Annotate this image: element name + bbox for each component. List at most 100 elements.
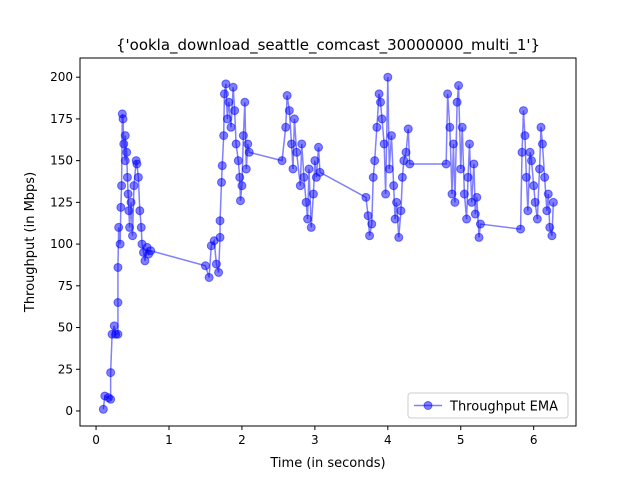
data-point (146, 246, 156, 256)
data-point (117, 181, 127, 191)
y-tick-label: 25 (58, 362, 73, 376)
data-point (540, 172, 550, 182)
data-point (521, 172, 531, 182)
data-point (472, 192, 482, 202)
data-point (548, 197, 558, 207)
data-point (113, 262, 123, 272)
data-point (462, 214, 472, 224)
data-point (140, 256, 150, 266)
data-point (384, 164, 394, 174)
data-point (394, 232, 404, 242)
data-point (98, 404, 108, 414)
data-point (215, 216, 225, 226)
data-point (306, 222, 316, 232)
x-tick-label: 1 (165, 433, 173, 447)
data-point (310, 156, 320, 166)
data-point (525, 147, 535, 157)
data-point (517, 147, 527, 157)
data-point (454, 81, 464, 91)
data-point (221, 79, 231, 89)
data-point (219, 131, 229, 141)
data-point (120, 131, 130, 141)
data-point (295, 181, 305, 191)
data-point (287, 139, 297, 149)
data-point (297, 139, 307, 149)
data-point (113, 329, 123, 339)
data-point (370, 156, 380, 166)
y-tick-label: 150 (50, 154, 73, 168)
data-point (301, 197, 311, 207)
data-point (235, 196, 245, 206)
data-point (543, 189, 553, 199)
data-point (214, 267, 224, 277)
data-point (114, 222, 124, 232)
data-point (390, 214, 400, 224)
data-point (281, 122, 291, 132)
data-point (237, 181, 247, 191)
data-point (376, 97, 386, 107)
data-point (459, 189, 469, 199)
data-point (238, 131, 248, 141)
data-point (405, 159, 415, 169)
data-point (365, 231, 375, 241)
data-point (527, 156, 537, 166)
data-point (228, 82, 238, 92)
data-point (136, 222, 146, 232)
data-point (123, 189, 133, 199)
data-point (518, 106, 528, 116)
x-tick-label: 5 (457, 433, 465, 447)
data-point (219, 89, 229, 99)
data-point (230, 106, 240, 116)
data-point (448, 139, 458, 149)
data-point (377, 114, 387, 124)
data-point (125, 222, 135, 232)
data-point (403, 124, 413, 134)
data-point (113, 297, 123, 307)
data-point (122, 147, 132, 157)
data-point (361, 192, 371, 202)
data-point (537, 139, 547, 149)
data-point (379, 139, 389, 149)
data-point (243, 139, 253, 149)
data-point (217, 161, 227, 171)
data-point (277, 156, 287, 166)
x-tick-label: 2 (238, 433, 246, 447)
data-point (535, 164, 545, 174)
x-tick-label: 6 (530, 433, 538, 447)
data-point (244, 147, 254, 157)
y-tick-label: 200 (50, 70, 73, 84)
data-point (463, 172, 473, 182)
data-point (303, 214, 313, 224)
data-point (450, 197, 460, 207)
y-tick-label: 175 (50, 112, 73, 126)
data-point (118, 114, 128, 124)
data-point (532, 214, 542, 224)
data-point (314, 142, 324, 152)
data-point (443, 89, 453, 99)
data-point (545, 222, 555, 232)
data-point (523, 206, 533, 216)
data-point (124, 206, 134, 216)
data-point (231, 139, 241, 149)
data-point (547, 231, 557, 241)
data-point (386, 131, 396, 141)
data-point (304, 164, 314, 174)
data-point (530, 197, 540, 207)
data-point (106, 368, 116, 378)
data-point (470, 209, 480, 219)
data-point (115, 239, 125, 249)
data-point (299, 172, 309, 182)
data-point (116, 202, 126, 212)
data-point (475, 219, 485, 229)
data-point (447, 189, 457, 199)
y-tick-label: 50 (58, 321, 73, 335)
x-tick-label: 4 (384, 433, 392, 447)
data-point (215, 232, 225, 242)
data-point (282, 91, 292, 101)
data-point (520, 131, 530, 141)
data-point (381, 189, 391, 199)
data-point (465, 139, 475, 149)
data-point (363, 211, 373, 221)
x-axis-label: Time (in seconds) (269, 456, 385, 471)
